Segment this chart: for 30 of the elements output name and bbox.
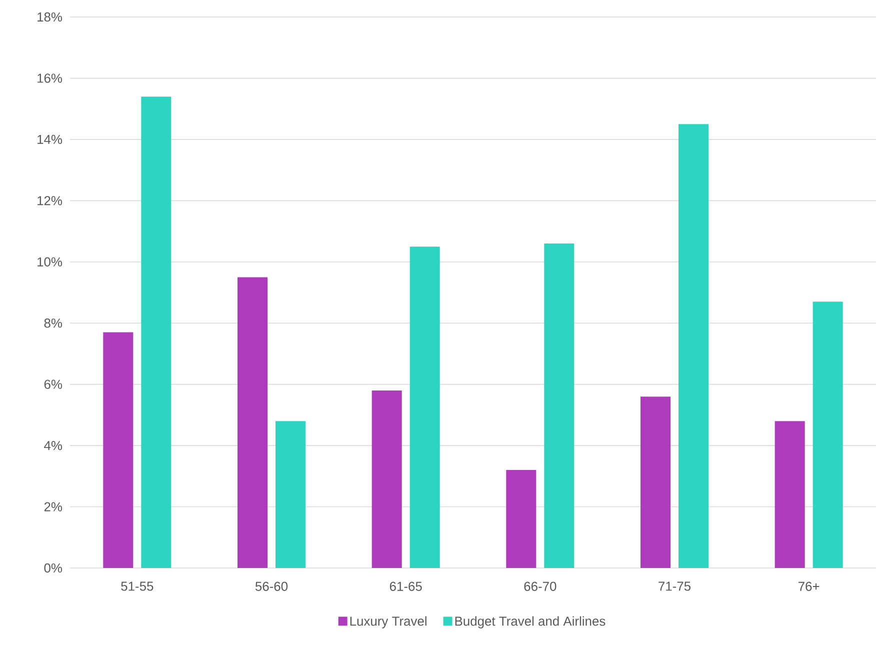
bar — [238, 277, 268, 568]
legend-label: Budget Travel and Airlines — [455, 616, 606, 628]
y-tick-label: 8% — [44, 318, 62, 328]
bar — [544, 244, 574, 568]
bar — [812, 302, 843, 568]
y-tick-label: 14% — [38, 134, 62, 144]
bar — [141, 96, 172, 568]
x-tick-label: 71-75 — [658, 582, 691, 591]
y-tick-label: 4% — [44, 441, 62, 450]
x-tick-label: 66-70 — [524, 582, 556, 591]
bar — [372, 390, 402, 568]
legend-label: Luxury Travel — [350, 616, 426, 628]
y-tick-label: 12% — [38, 196, 62, 206]
y-tick-label: 0% — [44, 563, 62, 573]
x-tick-label: 76+ — [798, 582, 820, 591]
bar — [774, 421, 805, 568]
bar — [103, 332, 134, 568]
y-tick-label: 16% — [38, 74, 62, 83]
bar — [410, 246, 440, 568]
x-tick-label: 51-55 — [121, 582, 154, 591]
y-tick-label: 18% — [38, 12, 62, 22]
y-tick-label: 10% — [38, 257, 62, 266]
bar — [640, 396, 671, 568]
y-tick-label: 6% — [44, 380, 62, 389]
x-tick-label: 56-60 — [255, 582, 288, 591]
bar — [678, 124, 709, 568]
bar — [506, 470, 536, 568]
bar — [276, 421, 306, 568]
y-tick-label: 2% — [44, 502, 62, 512]
x-tick-label: 61-65 — [390, 582, 422, 591]
